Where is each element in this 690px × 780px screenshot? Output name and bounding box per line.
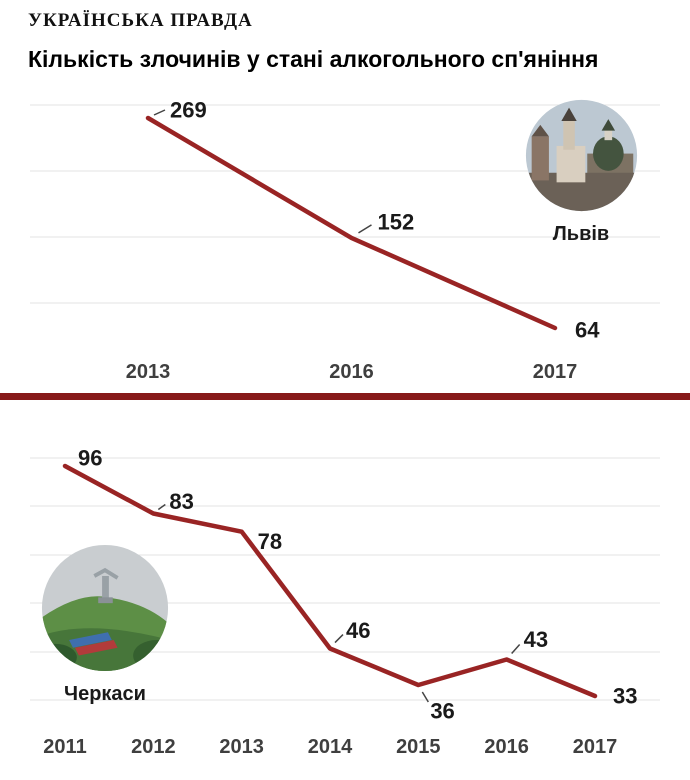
- svg-text:64: 64: [575, 318, 600, 343]
- cherkasy-photo-block: Черкаси: [38, 543, 172, 706]
- cherkasy-city-photo: [41, 544, 169, 672]
- city-label-cherkasy: Черкаси: [64, 683, 146, 705]
- svg-text:2012: 2012: [131, 736, 176, 758]
- svg-text:2016: 2016: [484, 736, 529, 758]
- svg-text:83: 83: [169, 489, 193, 514]
- svg-text:46: 46: [346, 618, 370, 643]
- cherkasy-line-chart: 96 2011 83 2012 78 2013 46 2014 36 2015 43 2016 33 20…: [30, 446, 660, 758]
- svg-text:36: 36: [430, 699, 454, 724]
- lviv-city-photo: [525, 99, 637, 212]
- lviv-line-chart: 269 2013 152 2016 64 2017: [30, 98, 660, 383]
- svg-text:2017: 2017: [573, 736, 618, 758]
- svg-text:269: 269: [170, 98, 207, 123]
- svg-text:43: 43: [524, 627, 548, 652]
- svg-text:33: 33: [613, 684, 637, 709]
- city-label-lviv: Львів: [552, 223, 610, 245]
- svg-text:2016: 2016: [329, 361, 374, 383]
- masthead-logo: УКРАЇНСЬКА ПРАВДА: [28, 10, 253, 31]
- svg-text:152: 152: [378, 209, 415, 234]
- page-title: Кількість злочинів у стані алкогольного …: [28, 46, 599, 72]
- svg-text:96: 96: [78, 446, 102, 471]
- svg-text:2013: 2013: [219, 736, 264, 758]
- svg-text:2011: 2011: [43, 736, 86, 758]
- svg-text:78: 78: [258, 529, 282, 554]
- svg-text:2015: 2015: [396, 736, 441, 758]
- section-divider: [0, 393, 690, 400]
- svg-text:2014: 2014: [308, 736, 353, 758]
- svg-text:2017: 2017: [533, 361, 578, 383]
- svg-text:2013: 2013: [126, 361, 171, 383]
- lviv-photo-block: Львів: [520, 98, 642, 246]
